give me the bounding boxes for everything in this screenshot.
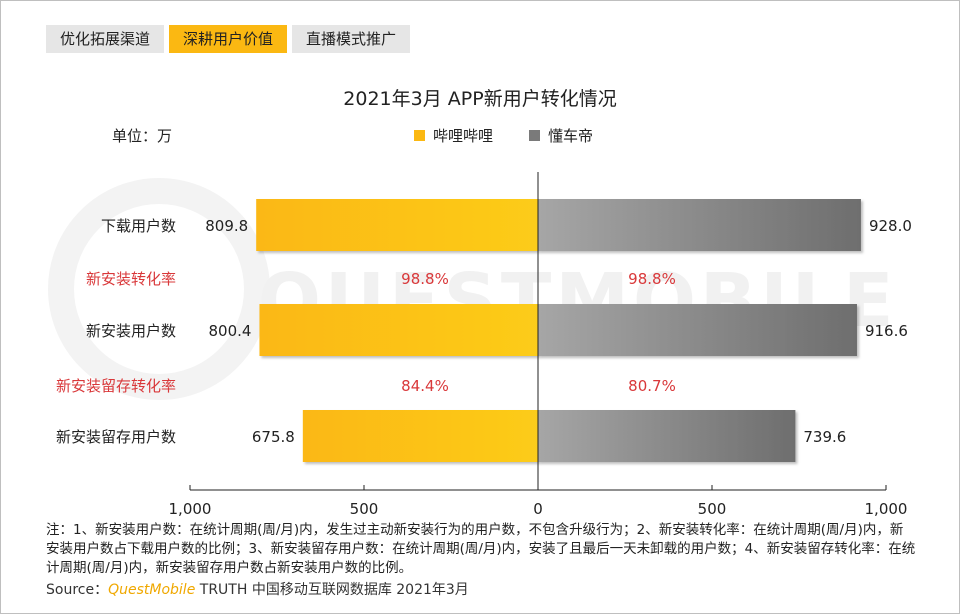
bar-label-right-0: 928.0 bbox=[869, 217, 912, 235]
x-tick-label-1: 500 bbox=[350, 500, 379, 518]
source-text: TRUTH 中国移动互联网数据库 2021年3月 bbox=[195, 582, 469, 598]
bar-label-left-0: 809.8 bbox=[205, 217, 248, 235]
rate-value-right-0: 98.8% bbox=[628, 270, 676, 288]
bar-label-left-1: 800.4 bbox=[209, 322, 252, 340]
bar-left-1 bbox=[259, 304, 538, 356]
source-line: Source：QuestMobile TRUTH 中国移动互联网数据库 2021… bbox=[46, 579, 469, 599]
x-tick-label-4: 1,000 bbox=[865, 500, 908, 518]
rate-label-1: 新安装留存转化率 bbox=[56, 377, 176, 395]
x-tick-label-2: 0 bbox=[533, 500, 543, 518]
chart-legend: 哔哩哔哩 懂车帝 bbox=[414, 125, 593, 146]
legend-swatch-right bbox=[529, 130, 541, 141]
bar-left-2 bbox=[302, 410, 538, 462]
legend-item-left: 哔哩哔哩 bbox=[414, 125, 493, 146]
legend-label-left: 哔哩哔哩 bbox=[433, 127, 494, 145]
chart-title: 2021年3月 APP新用户转化情况 bbox=[343, 88, 617, 110]
bar-right-1 bbox=[538, 304, 857, 356]
rate-value-left-0: 98.8% bbox=[401, 270, 449, 288]
rate-value-left-1: 84.4% bbox=[401, 377, 449, 395]
rate-value-right-1: 80.7% bbox=[628, 377, 676, 395]
rate-label-0: 新安装转化率 bbox=[86, 270, 176, 288]
bar-label-right-1: 916.6 bbox=[865, 322, 908, 340]
bar-label-left-2: 675.8 bbox=[252, 428, 295, 446]
tab-user-value[interactable]: 深耕用户价值 bbox=[169, 25, 288, 53]
x-tick-label-0: 1,000 bbox=[169, 500, 212, 518]
legend-item-right: 懂车帝 bbox=[529, 125, 593, 146]
category-label-0: 下载用户数 bbox=[101, 217, 176, 235]
source-brand: QuestMobile bbox=[108, 582, 196, 598]
tab-bar: 优化拓展渠道 深耕用户价值 直播模式推广 bbox=[46, 25, 411, 53]
unit-label: 单位：万 bbox=[112, 127, 173, 145]
tab-channel-expansion[interactable]: 优化拓展渠道 bbox=[46, 25, 165, 53]
legend-label-right: 懂车帝 bbox=[548, 127, 594, 145]
source-prefix: Source： bbox=[46, 582, 109, 598]
category-label-1: 新安装用户数 bbox=[86, 322, 176, 340]
legend-swatch-left bbox=[414, 130, 425, 141]
bar-label-right-2: 739.6 bbox=[803, 428, 846, 446]
bar-left-0 bbox=[256, 199, 538, 251]
x-tick-label-3: 500 bbox=[698, 500, 727, 518]
footnote: 注：1、新安装用户数：在统计周期(周/月)内，发生过主动新安装行为的用户数，不包… bbox=[46, 522, 916, 576]
bar-right-0 bbox=[538, 199, 861, 251]
category-label-2: 新安装留存用户数 bbox=[56, 428, 176, 446]
tab-live-streaming[interactable]: 直播模式推广 bbox=[292, 25, 411, 53]
bar-right-2 bbox=[538, 410, 796, 462]
